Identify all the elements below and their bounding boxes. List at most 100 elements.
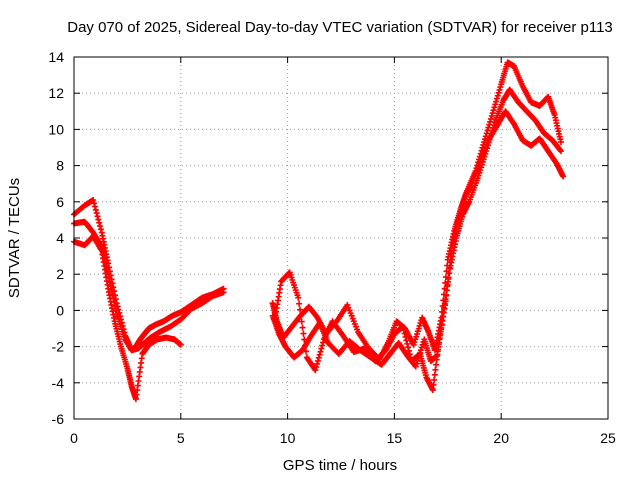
- data-point: [295, 294, 302, 301]
- data-point: [400, 327, 407, 334]
- data-point: [314, 360, 321, 367]
- data-point: [435, 341, 442, 348]
- data-point: [91, 203, 98, 210]
- data-series: [71, 59, 567, 403]
- data-point: [97, 226, 104, 233]
- y-tick-label: 6: [56, 194, 64, 210]
- data-point: [318, 345, 325, 352]
- x-tick-label: 15: [387, 430, 403, 446]
- y-tick-label: 4: [56, 230, 64, 246]
- data-point: [443, 287, 450, 294]
- data-point: [433, 361, 440, 368]
- data-point: [442, 298, 449, 305]
- data-point: [90, 196, 97, 203]
- data-point: [299, 324, 306, 331]
- data-point: [487, 115, 494, 122]
- data-point: [302, 348, 309, 355]
- data-point: [443, 292, 450, 299]
- data-point: [312, 367, 319, 374]
- data-point: [447, 259, 454, 266]
- data-point: [404, 340, 411, 347]
- data-point: [403, 337, 410, 344]
- x-axis-label: GPS time / hours: [283, 457, 397, 474]
- data-point: [433, 356, 440, 363]
- y-tick-label: -4: [52, 375, 65, 391]
- data-point: [177, 341, 184, 348]
- data-point: [317, 348, 324, 355]
- data-point: [493, 95, 500, 102]
- data-point: [429, 387, 436, 394]
- data-point: [445, 270, 452, 277]
- data-point: [92, 206, 99, 213]
- data-point: [491, 104, 498, 111]
- y-tick-label: 12: [48, 85, 64, 101]
- data-point: [434, 351, 441, 358]
- data-point: [300, 330, 307, 337]
- axis-ticks: 0 5 10 15 20 25 -6 -4 -2 0 2 4 6 8 10 12 14: [48, 49, 616, 446]
- y-tick-label: -2: [52, 339, 65, 355]
- y-tick-label: 0: [56, 302, 64, 318]
- y-tick-label: 10: [48, 121, 64, 137]
- data-point: [490, 107, 497, 114]
- data-point: [558, 139, 565, 146]
- data-point: [315, 354, 322, 361]
- data-point: [95, 216, 102, 223]
- data-point: [109, 291, 116, 298]
- data-point: [320, 339, 327, 346]
- data-point: [488, 113, 495, 120]
- data-point: [444, 281, 451, 288]
- x-tick-label: 25: [600, 430, 616, 446]
- data-point: [431, 376, 438, 383]
- data-point: [302, 342, 309, 349]
- y-tick-label: 14: [48, 49, 64, 65]
- data-point: [319, 342, 326, 349]
- data-point: [432, 366, 439, 373]
- x-tick-label: 20: [493, 430, 509, 446]
- data-point: [496, 86, 503, 93]
- data-point: [220, 289, 227, 296]
- data-point: [401, 330, 408, 337]
- data-point: [297, 312, 304, 319]
- data-point: [112, 307, 119, 314]
- data-point: [406, 351, 413, 358]
- data-point: [558, 148, 565, 155]
- data-point: [560, 173, 567, 180]
- y-tick-label: 2: [56, 266, 64, 282]
- x-tick-label: 10: [280, 430, 296, 446]
- data-point: [298, 318, 305, 325]
- y-tick-label: 8: [56, 158, 64, 174]
- data-point: [91, 200, 98, 207]
- y-tick-label: -6: [52, 411, 65, 427]
- y-axis-label: SDTVAR / TECUs: [6, 178, 23, 298]
- data-point: [316, 351, 323, 358]
- data-point: [296, 306, 303, 313]
- data-point: [301, 336, 308, 343]
- data-point: [314, 357, 321, 364]
- data-point: [448, 247, 455, 254]
- data-point: [494, 92, 501, 99]
- x-tick-label: 0: [70, 430, 78, 446]
- data-point: [495, 89, 502, 96]
- data-point: [447, 253, 454, 260]
- data-point: [399, 323, 406, 330]
- x-tick-label: 5: [177, 430, 185, 446]
- data-point: [94, 213, 101, 220]
- chart-title: Day 070 of 2025, Sidereal Day-to-day VTE…: [67, 19, 613, 36]
- data-point: [497, 84, 504, 91]
- data-point: [402, 334, 409, 341]
- series-track-3: [71, 108, 567, 403]
- data-point: [405, 347, 412, 354]
- data-point: [93, 210, 100, 217]
- data-point: [405, 344, 412, 351]
- data-point: [434, 346, 441, 353]
- data-point: [492, 101, 499, 108]
- data-point: [446, 264, 453, 271]
- data-point: [97, 223, 104, 230]
- data-point: [489, 110, 496, 117]
- data-point: [445, 275, 452, 282]
- data-point: [313, 364, 320, 371]
- data-point: [431, 371, 438, 378]
- data-point: [557, 147, 564, 154]
- data-point: [296, 300, 303, 307]
